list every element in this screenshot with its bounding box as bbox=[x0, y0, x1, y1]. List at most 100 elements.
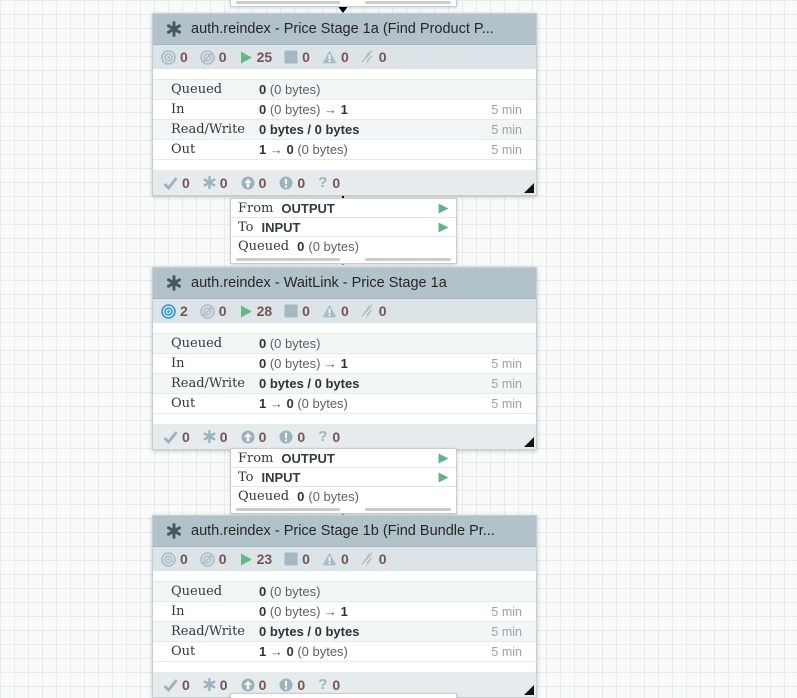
transmitting-count: 0 bbox=[180, 49, 188, 65]
invalid-count: 0 bbox=[340, 303, 349, 319]
process-group-title: auth.reindex - Price Stage 1a (Find Prod… bbox=[191, 21, 494, 37]
queued-label: Queued bbox=[238, 488, 290, 504]
invalid-icon bbox=[322, 304, 337, 318]
sync-failure-count: 0 bbox=[332, 174, 341, 191]
stale-count: 0 bbox=[258, 676, 267, 693]
stat-row-out: Out 1 → 0 (0 bytes) 5 min bbox=[153, 641, 536, 662]
stale-icon bbox=[241, 430, 255, 443]
queued-size: (0 bytes) bbox=[308, 238, 359, 254]
running-count: 28 bbox=[256, 303, 273, 319]
stat-label: Queued bbox=[171, 584, 223, 599]
connection-from-row: From OUTPUT bbox=[231, 199, 456, 218]
stats-panel: Queued 0 (0 bytes) In 0 (0 bytes) → 1 5 … bbox=[153, 571, 536, 662]
connection-queued-row: Queued 0 (0 bytes) bbox=[231, 487, 456, 505]
up-to-date-icon bbox=[163, 678, 178, 692]
stat-value: 0 (0 bytes) bbox=[259, 584, 321, 599]
locally-modified-icon bbox=[203, 176, 216, 189]
disabled-count: 0 bbox=[378, 49, 387, 65]
locally-modified-and-stale-icon bbox=[279, 176, 293, 189]
locally-modified-and-stale-icon bbox=[279, 678, 293, 691]
stale-icon bbox=[241, 678, 255, 691]
queued-count: 0 bbox=[297, 238, 305, 254]
from-label: From bbox=[238, 450, 274, 466]
not-transmitting-count: 0 bbox=[218, 49, 227, 65]
stale-count: 0 bbox=[258, 174, 267, 191]
transmitting-icon bbox=[161, 49, 176, 65]
stat-row-readwrite: Read/Write 0 bytes / 0 bytes 5 min bbox=[153, 119, 536, 139]
locally-modified-and-stale-count: 0 bbox=[297, 428, 306, 445]
backpressure-object-bar bbox=[236, 257, 340, 261]
queued-label: Queued bbox=[238, 238, 290, 254]
transmitting-icon bbox=[161, 303, 176, 319]
stopped-icon bbox=[284, 50, 298, 64]
connection-label[interactable]: From OUTPUT To INPUT Queued 0 (0 bytes) bbox=[230, 448, 457, 514]
backpressure-size-bar bbox=[365, 0, 451, 4]
connection-arrowhead-icon[interactable] bbox=[337, 5, 349, 13]
sync-failure-icon: ? bbox=[318, 428, 328, 445]
stat-row-in: In 0 (0 bytes) → 1 5 min bbox=[153, 601, 536, 621]
stat-timeframe: 5 min bbox=[491, 356, 522, 371]
connection-from-row: From OUTPUT bbox=[231, 449, 456, 468]
stat-row-queued: Queued 0 (0 bytes) bbox=[153, 581, 536, 601]
port-running-icon bbox=[438, 453, 449, 463]
not-transmitting-count: 0 bbox=[218, 303, 227, 319]
locally-modified-count: 0 bbox=[219, 676, 228, 693]
stat-row-out: Out 1 → 0 (0 bytes) 5 min bbox=[153, 139, 536, 160]
stat-row-queued: Queued 0 (0 bytes) bbox=[153, 333, 536, 353]
locally-modified-count: 0 bbox=[219, 174, 228, 191]
to-port: INPUT bbox=[261, 469, 301, 485]
connection-label-partial-top[interactable] bbox=[230, 0, 457, 7]
backpressure-object-bar bbox=[236, 0, 340, 4]
stat-timeframe: 5 min bbox=[491, 122, 522, 137]
process-group-header[interactable]: auth.reindex - Price Stage 1a (Find Prod… bbox=[153, 14, 536, 45]
locally-modified-and-stale-count: 0 bbox=[297, 174, 306, 191]
stopped-count: 0 bbox=[302, 49, 310, 65]
stats-panel: Queued 0 (0 bytes) In 0 (0 bytes) → 1 5 … bbox=[153, 69, 536, 160]
backpressure-object-bar bbox=[236, 507, 340, 511]
status-bar: 0 0 25 0 0 0 bbox=[153, 45, 536, 69]
stat-row-in: In 0 (0 bytes) → 1 5 min bbox=[153, 99, 536, 119]
connection-queued-row: Queued 0 (0 bytes) bbox=[231, 237, 456, 255]
up-to-date-count: 0 bbox=[182, 428, 190, 445]
stopped-count: 0 bbox=[302, 303, 310, 319]
backpressure-size-bar bbox=[365, 507, 451, 511]
transmitting-icon bbox=[161, 551, 176, 567]
not-transmitting-count: 0 bbox=[218, 551, 227, 567]
version-state-bar: 0 0 0 0 ? 0 bbox=[153, 170, 536, 195]
process-group-price-stage-1a[interactable]: auth.reindex - Price Stage 1a (Find Prod… bbox=[152, 13, 537, 196]
resize-handle[interactable] bbox=[524, 183, 534, 193]
process-group-price-stage-1b[interactable]: auth.reindex - Price Stage 1b (Find Bund… bbox=[152, 515, 537, 698]
process-group-header[interactable]: auth.reindex - WaitLink - Price Stage 1a bbox=[153, 268, 536, 299]
process-group-title: auth.reindex - WaitLink - Price Stage 1a bbox=[191, 275, 447, 291]
backpressure-size-bar bbox=[365, 257, 451, 261]
stat-label: Out bbox=[171, 396, 196, 411]
locally-modified-icon bbox=[203, 678, 216, 691]
disabled-icon bbox=[361, 49, 374, 64]
locally-modified-and-stale-count: 0 bbox=[297, 676, 306, 693]
stat-row-readwrite: Read/Write 0 bytes / 0 bytes 5 min bbox=[153, 373, 536, 393]
connection-label[interactable]: From OUTPUT To INPUT Queued 0 (0 bytes) bbox=[230, 198, 457, 264]
transmitting-count: 0 bbox=[180, 551, 188, 567]
version-state-bar: 0 0 0 0 ? 0 bbox=[153, 672, 536, 697]
resize-handle[interactable] bbox=[524, 437, 534, 447]
stat-row-readwrite: Read/Write 0 bytes / 0 bytes 5 min bbox=[153, 621, 536, 641]
process-group-waitlink-price-stage-1a[interactable]: auth.reindex - WaitLink - Price Stage 1a… bbox=[152, 267, 537, 450]
stat-label: Read/Write bbox=[171, 122, 246, 137]
stat-label: Queued bbox=[171, 336, 223, 351]
status-bar: 2 0 28 0 0 0 bbox=[153, 299, 536, 323]
stat-value: 0 bytes / 0 bytes bbox=[259, 376, 360, 391]
process-group-header[interactable]: auth.reindex - Price Stage 1b (Find Bund… bbox=[153, 516, 536, 547]
process-group-icon bbox=[167, 275, 181, 291]
stat-value: 1 → 0 (0 bytes) bbox=[259, 644, 348, 659]
stopped-icon bbox=[284, 304, 298, 318]
version-state-bar: 0 0 0 0 ? 0 bbox=[153, 424, 536, 449]
stat-timeframe: 5 min bbox=[491, 644, 522, 659]
resize-handle[interactable] bbox=[524, 685, 534, 695]
stat-value: 1 → 0 (0 bytes) bbox=[259, 396, 348, 411]
disabled-count: 0 bbox=[378, 551, 387, 567]
stale-icon bbox=[241, 176, 255, 189]
locally-modified-count: 0 bbox=[219, 428, 228, 445]
connection-label-partial-bottom[interactable] bbox=[230, 693, 457, 698]
port-running-icon bbox=[438, 472, 449, 482]
